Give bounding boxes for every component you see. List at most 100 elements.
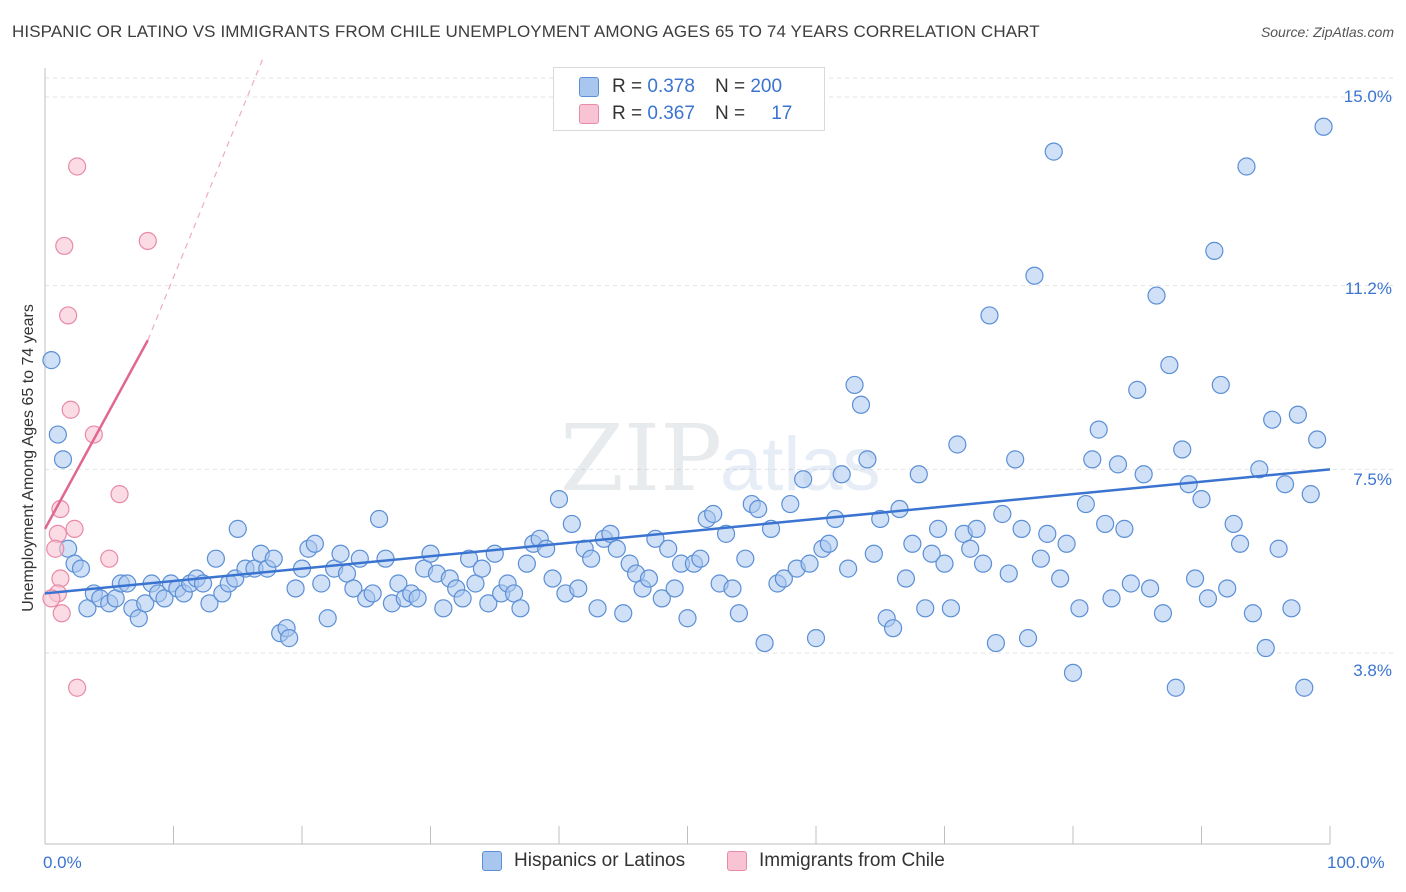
data-point-hispanics bbox=[1218, 579, 1237, 598]
trend-line-chile-extension bbox=[147, 57, 265, 341]
data-point-hispanics bbox=[916, 599, 935, 618]
data-point-hispanics bbox=[543, 569, 562, 588]
watermark: ZIP atlas bbox=[560, 405, 881, 512]
data-point-hispanics bbox=[1108, 455, 1128, 474]
data-point-hispanics bbox=[1160, 355, 1179, 375]
data-point-hispanics bbox=[1025, 266, 1044, 285]
data-point-hispanics bbox=[903, 534, 922, 553]
correlation-legend: R = 0.378 N = 200 R = 0.367 N = 17 bbox=[553, 67, 825, 131]
data-point-hispanics bbox=[832, 465, 851, 484]
data-point-hispanics bbox=[1243, 604, 1263, 623]
data-point-hispanics bbox=[922, 544, 941, 563]
data-point-hispanics bbox=[312, 574, 331, 593]
data-point-hispanics bbox=[1031, 549, 1050, 568]
data-point-hispanics bbox=[999, 564, 1018, 583]
data-point-hispanics bbox=[652, 589, 671, 608]
data-point-hispanics bbox=[1256, 638, 1275, 658]
data-point-hispanics bbox=[421, 544, 440, 563]
data-point-hispanics bbox=[716, 524, 736, 543]
data-point-hispanics bbox=[1038, 524, 1057, 543]
data-point-hispanics bbox=[691, 549, 710, 568]
data-point-hispanics bbox=[961, 539, 980, 558]
data-point-hispanics bbox=[549, 490, 569, 509]
data-point-hispanics bbox=[1083, 450, 1102, 469]
data-point-hispanics bbox=[909, 465, 928, 484]
watermark-atlas: atlas bbox=[720, 422, 881, 507]
data-point-hispanics bbox=[434, 599, 453, 618]
data-point-hispanics bbox=[794, 470, 813, 489]
data-point-chile bbox=[52, 604, 71, 623]
data-point-hispanics bbox=[1147, 286, 1166, 305]
data-point-chile bbox=[65, 519, 84, 538]
data-point-hispanics bbox=[1230, 534, 1250, 553]
data-point-hispanics bbox=[1192, 490, 1211, 509]
x-tick-label: 0.0% bbox=[43, 853, 82, 872]
data-point-hispanics bbox=[1115, 519, 1134, 538]
data-point-hispanics bbox=[890, 499, 909, 519]
data-point-hispanics bbox=[1250, 460, 1269, 479]
data-point-hispanics bbox=[228, 519, 247, 538]
data-point-hispanics bbox=[1288, 405, 1307, 424]
data-point-hispanics bbox=[1089, 420, 1108, 439]
data-point-hispanics bbox=[986, 633, 1006, 653]
bottom-legend-label: Hispanics or Latinos bbox=[514, 850, 686, 871]
data-point-hispanics bbox=[136, 594, 155, 613]
data-point-hispanics bbox=[993, 504, 1012, 524]
data-point-chile bbox=[100, 549, 119, 568]
data-point-hispanics bbox=[517, 554, 536, 573]
data-point-hispanics bbox=[286, 579, 305, 598]
data-point-hispanics bbox=[479, 594, 498, 613]
trend-line-chile bbox=[43, 339, 149, 530]
data-point-chile bbox=[138, 231, 157, 251]
data-point-hispanics bbox=[280, 629, 299, 648]
data-point-hispanics bbox=[1314, 117, 1333, 136]
data-point-hispanics bbox=[453, 589, 472, 608]
data-point-hispanics bbox=[736, 549, 755, 568]
data-point-hispanics bbox=[826, 509, 845, 529]
data-point-hispanics bbox=[305, 534, 324, 553]
data-point-hispanics bbox=[318, 609, 337, 628]
data-point-hispanics bbox=[864, 544, 883, 563]
data-point-hispanics bbox=[935, 554, 954, 573]
y-tick-label: 3.8% bbox=[1353, 661, 1392, 680]
data-point-hispanics bbox=[1057, 534, 1076, 553]
y-axis-label: Unemployment Among Ages 65 to 74 years bbox=[20, 304, 37, 612]
data-point-hispanics bbox=[1051, 569, 1070, 588]
data-point-hispanics bbox=[1275, 475, 1295, 494]
data-point-hispanics bbox=[363, 584, 382, 603]
data-point-hispanics bbox=[331, 544, 350, 563]
data-point-hispanics bbox=[928, 519, 948, 538]
data-point-hispanics bbox=[1121, 574, 1140, 593]
data-point-chile bbox=[61, 400, 80, 419]
data-point-hispanics bbox=[370, 509, 389, 529]
data-point-hispanics bbox=[1006, 450, 1025, 469]
data-point-hispanics bbox=[1012, 519, 1031, 538]
data-point-hispanics bbox=[1282, 599, 1301, 618]
data-point-hispanics bbox=[206, 549, 226, 568]
data-point-hispanics bbox=[871, 509, 890, 529]
data-point-chile bbox=[48, 524, 67, 543]
data-point-hispanics bbox=[1295, 678, 1314, 697]
data-point-hispanics bbox=[1198, 589, 1218, 608]
data-point-hispanics bbox=[941, 599, 961, 618]
data-point-hispanics bbox=[749, 499, 768, 519]
data-point-hispanics bbox=[639, 569, 659, 588]
data-point-hispanics bbox=[973, 554, 993, 573]
data-point-hispanics bbox=[588, 599, 607, 618]
axes bbox=[44, 68, 1331, 845]
data-point-hispanics bbox=[845, 375, 864, 395]
data-point-hispanics bbox=[511, 599, 530, 618]
legend-r-label: R = bbox=[612, 103, 643, 124]
source-label: Source: ZipAtlas.com bbox=[1260, 24, 1394, 40]
data-point-hispanics bbox=[1134, 465, 1153, 484]
data-point-hispanics bbox=[48, 425, 67, 444]
y-tick-label: 11.2% bbox=[1345, 279, 1392, 298]
data-point-hispanics bbox=[883, 619, 903, 638]
legend-row-hispanics: R = 0.378 N = 200 bbox=[579, 75, 782, 99]
data-point-hispanics bbox=[1096, 514, 1115, 534]
data-point-hispanics bbox=[980, 306, 999, 325]
data-point-hispanics bbox=[614, 604, 633, 623]
data-point-hispanics bbox=[659, 539, 678, 558]
data-point-hispanics bbox=[607, 539, 626, 558]
